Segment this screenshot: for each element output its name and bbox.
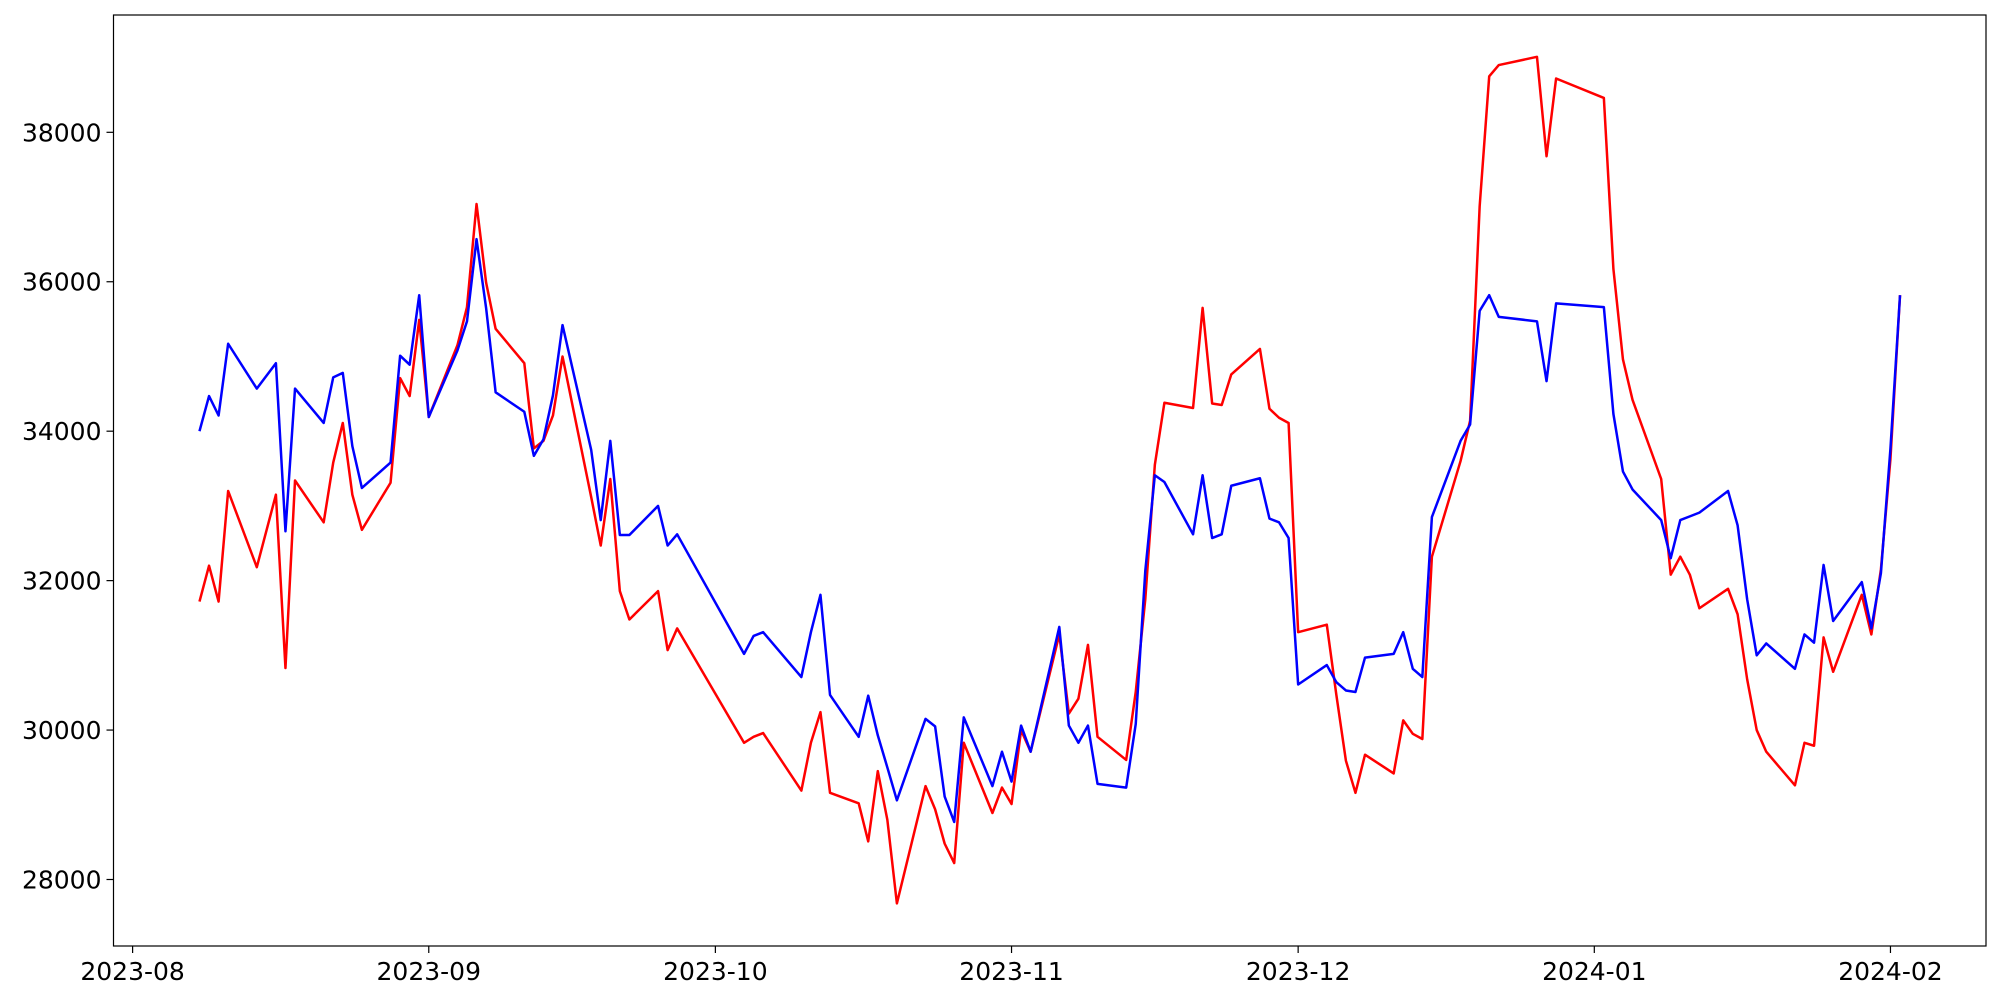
plot-frame	[112, 14, 1987, 947]
x-tick-label: 2023-08	[80, 957, 184, 986]
y-tick-label: 30000	[22, 716, 102, 745]
x-tick-label: 2023-12	[1246, 957, 1350, 986]
x-tick-label: 2024-01	[1542, 957, 1646, 986]
y-tick-label: 32000	[22, 567, 102, 596]
y-tick-label: 38000	[22, 118, 102, 147]
y-tick-label: 28000	[22, 866, 102, 895]
x-tick-label: 2023-09	[377, 957, 481, 986]
series-line	[198, 237, 1902, 824]
x-tick-label: 2023-11	[959, 957, 1063, 986]
x-tick-label: 2023-10	[663, 957, 767, 986]
y-tick-label: 36000	[22, 268, 102, 297]
x-tick-label: 2024-02	[1838, 957, 1942, 986]
y-tick-label: 34000	[22, 417, 102, 446]
series-line	[198, 55, 1902, 905]
